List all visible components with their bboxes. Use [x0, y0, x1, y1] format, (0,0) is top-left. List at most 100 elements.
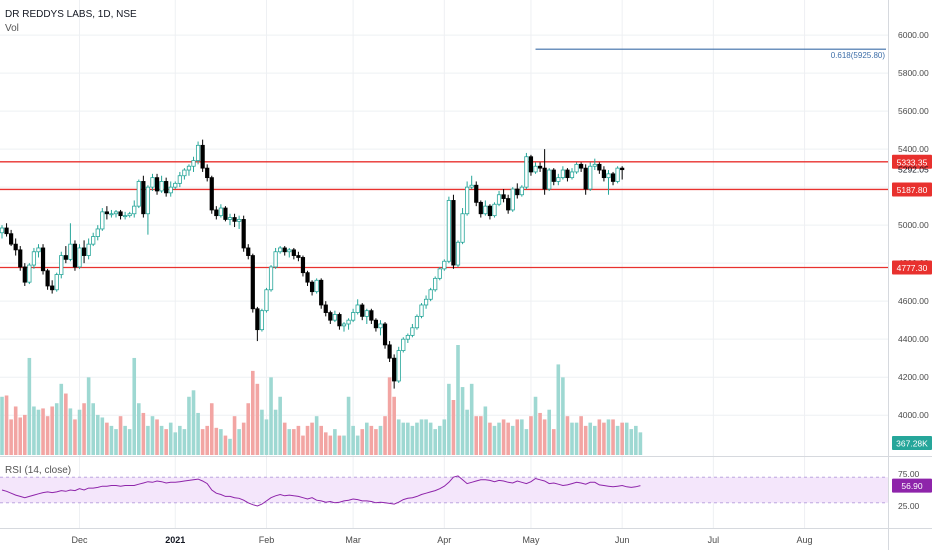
- time-tick-label: Mar: [345, 535, 361, 545]
- volume-bar: [23, 414, 27, 455]
- candle-body: [478, 201, 483, 215]
- time-tick-label: 2021: [165, 535, 185, 545]
- level-price-tag: 5333.35: [897, 157, 928, 167]
- volume-bar: [164, 429, 168, 455]
- candle-body: [182, 169, 187, 177]
- candle-body: [314, 279, 319, 293]
- volume-bar: [406, 422, 410, 455]
- candle-body: [259, 310, 265, 331]
- price-tick-label: 5800.00: [898, 68, 929, 78]
- level-price-tag: 4777.30: [897, 263, 928, 273]
- candle-body: [291, 249, 296, 256]
- rsi-legend-label: RSI (14, close): [5, 465, 72, 476]
- candle-body: [419, 304, 424, 317]
- candle-body: [487, 205, 493, 217]
- volume-bar: [570, 422, 574, 455]
- volume-bar: [629, 429, 634, 455]
- candle-body: [588, 165, 593, 190]
- candle-body: [127, 213, 132, 217]
- candle-body: [164, 181, 169, 194]
- volume-bar: [146, 425, 150, 455]
- volume-bar: [583, 425, 588, 455]
- time-tick-label: May: [522, 535, 540, 545]
- candle-body: [118, 211, 123, 217]
- volume-bar: [251, 370, 255, 455]
- volume-bar: [551, 429, 556, 455]
- candle-body: [328, 312, 333, 321]
- volume-bar: [424, 419, 428, 455]
- volume-bar: [488, 422, 492, 455]
- candle-body: [200, 144, 205, 169]
- volume-bar: [415, 422, 419, 455]
- candle-body: [533, 165, 538, 173]
- volume-bar: [205, 425, 209, 455]
- volume-bar: [73, 419, 77, 455]
- volume-bar: [510, 425, 515, 455]
- volume-bar: [182, 429, 187, 455]
- candle-body: [583, 167, 588, 190]
- candle-body: [551, 169, 556, 182]
- time-tick-label: Jul: [708, 535, 720, 545]
- volume-bar: [333, 429, 337, 455]
- candle-body: [227, 217, 233, 220]
- volume-bar: [91, 403, 95, 455]
- time-tick-label: Dec: [72, 535, 89, 545]
- volume-bar: [547, 409, 551, 455]
- candle-body: [501, 194, 506, 199]
- candle-body: [91, 236, 96, 245]
- volume-bar: [123, 425, 127, 455]
- volume-bar: [260, 409, 264, 455]
- candle-body: [437, 268, 442, 279]
- volume-bar: [278, 396, 282, 455]
- volume-bar: [588, 422, 593, 455]
- candle-body: [355, 304, 360, 313]
- rsi-line: [1, 475, 641, 507]
- candle-body: [209, 177, 214, 211]
- volume-bar: [246, 403, 251, 455]
- candle-body: [446, 200, 451, 262]
- candle-body: [54, 274, 59, 291]
- symbol-title[interactable]: DR REDDYS LABS, 1D, NSE: [5, 9, 137, 20]
- volume-bar: [100, 417, 105, 455]
- candle-body: [387, 344, 392, 359]
- volume-bar: [410, 425, 415, 455]
- volume-bar: [314, 416, 319, 455]
- volume-bar: [228, 438, 232, 455]
- volume-bar: [41, 408, 45, 455]
- volume-value-tag-bg: [892, 436, 932, 450]
- candle-body: [615, 167, 620, 182]
- level-price-tag-bg: [892, 154, 932, 169]
- candle-body: [547, 169, 552, 190]
- candle-body: [483, 205, 488, 215]
- price-tick-label: 5400.00: [898, 144, 929, 154]
- volume-bar: [433, 429, 437, 455]
- candle-body: [560, 169, 565, 179]
- volume-bar: [141, 412, 146, 455]
- candle-body: [40, 247, 46, 272]
- candle-body: [123, 215, 128, 218]
- volume-bar: [219, 429, 223, 455]
- candle-body: [4, 227, 9, 235]
- candle-body: [373, 319, 379, 329]
- volume-bar: [118, 416, 123, 455]
- volume-bar: [273, 409, 278, 455]
- candle-body: [610, 173, 616, 182]
- volume-bar: [597, 419, 602, 455]
- candle-body: [31, 251, 37, 266]
- candle-body: [237, 219, 242, 222]
- volume-bar: [392, 396, 396, 455]
- volume-bar: [223, 435, 228, 455]
- candle-body: [396, 350, 401, 382]
- volume-bar: [387, 377, 392, 455]
- candle-body: [506, 198, 511, 211]
- volume-bar: [9, 419, 13, 455]
- candle-body: [542, 167, 547, 190]
- volume-bar: [460, 387, 465, 455]
- candle-body: [191, 160, 196, 167]
- volume-bar: [18, 417, 23, 455]
- candle-body: [145, 186, 151, 215]
- volume-bar: [187, 396, 191, 455]
- candle-body: [250, 255, 255, 310]
